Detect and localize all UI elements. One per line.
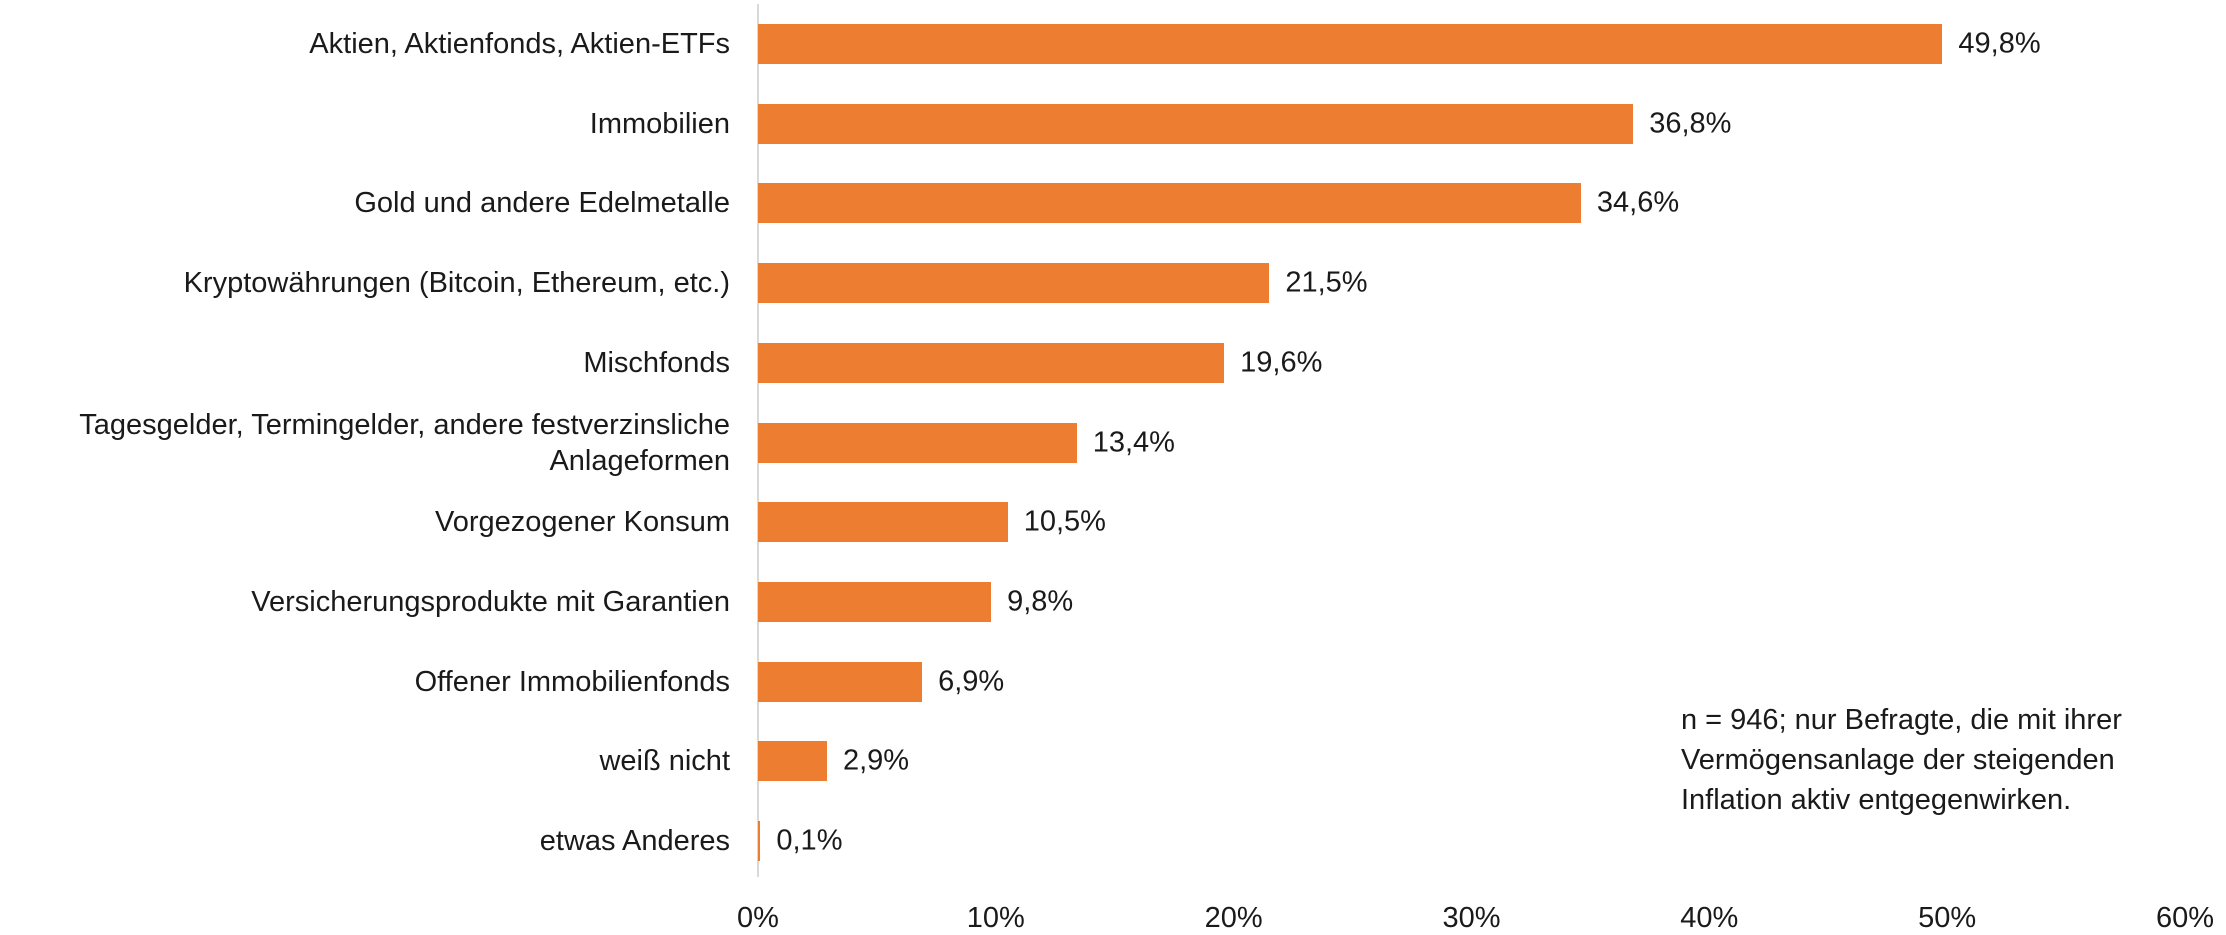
bar: [758, 342, 1225, 383]
value-label: 34,6%: [1596, 186, 1680, 219]
category-label: Kryptowährungen (Bitcoin, Ethereum, etc.…: [183, 267, 730, 300]
category-label: weiß nicht: [599, 745, 730, 778]
value-label: 19,6%: [1240, 346, 1323, 379]
annotation-line: Vermögensanlage der steigenden: [1681, 744, 2115, 776]
bar: [758, 581, 992, 622]
annotation-line: n = 946; nur Befragte, die mit ihrer: [1681, 704, 2122, 736]
x-tick-label: 40%: [1680, 902, 1739, 934]
bar: [758, 103, 1634, 144]
annotation: n = 946; nur Befragte, die mit ihrer Verm…: [1681, 700, 2122, 820]
value-label: 13,4%: [1092, 426, 1175, 458]
bar: [758, 422, 1077, 463]
category-label: Tagesgelder, Termingelder, andere festve…: [79, 408, 730, 477]
bar: [758, 263, 1270, 304]
value-label: 9,8%: [1007, 585, 1074, 618]
x-tick-label: 20%: [1204, 902, 1263, 934]
value-label: 36,8%: [1649, 107, 1732, 140]
value-label: 0,1%: [776, 824, 843, 857]
category-label: Offener Immobilienfonds: [414, 665, 730, 698]
category-label: Versicherungsprodukte mit Garantien: [251, 585, 730, 618]
category-label: Gold und andere Edelmetalle: [354, 187, 730, 220]
x-tick-label: 10%: [966, 902, 1025, 934]
category-label: etwas Anderes: [539, 825, 730, 857]
x-tick-label: 60%: [2155, 902, 2215, 934]
value-label: 21,5%: [1285, 266, 1368, 299]
category-label: Immobilien: [589, 107, 730, 140]
value-label: 2,9%: [842, 744, 910, 777]
bar: [758, 741, 827, 782]
x-tick-label: 30%: [1442, 902, 1501, 934]
category-label: Mischfonds: [583, 346, 730, 379]
bar: [758, 661, 923, 702]
bar: [758, 24, 1943, 64]
annotation-line: Inflation aktiv entgegenwirken.: [1681, 784, 2072, 816]
value-label: 49,8%: [1958, 27, 2041, 60]
bar: [758, 502, 1008, 543]
bar: [758, 821, 761, 861]
value-label: 10,5%: [1023, 505, 1106, 538]
x-tick-label: 0%: [737, 902, 779, 934]
category-label: Aktien, Aktienfonds, Aktien-ETFs: [309, 28, 730, 60]
x-tick-label: 50%: [1918, 902, 1977, 934]
category-label: Vorgezogener Konsum: [434, 506, 730, 539]
value-label: 6,9%: [938, 665, 1005, 698]
bar: [758, 183, 1581, 224]
